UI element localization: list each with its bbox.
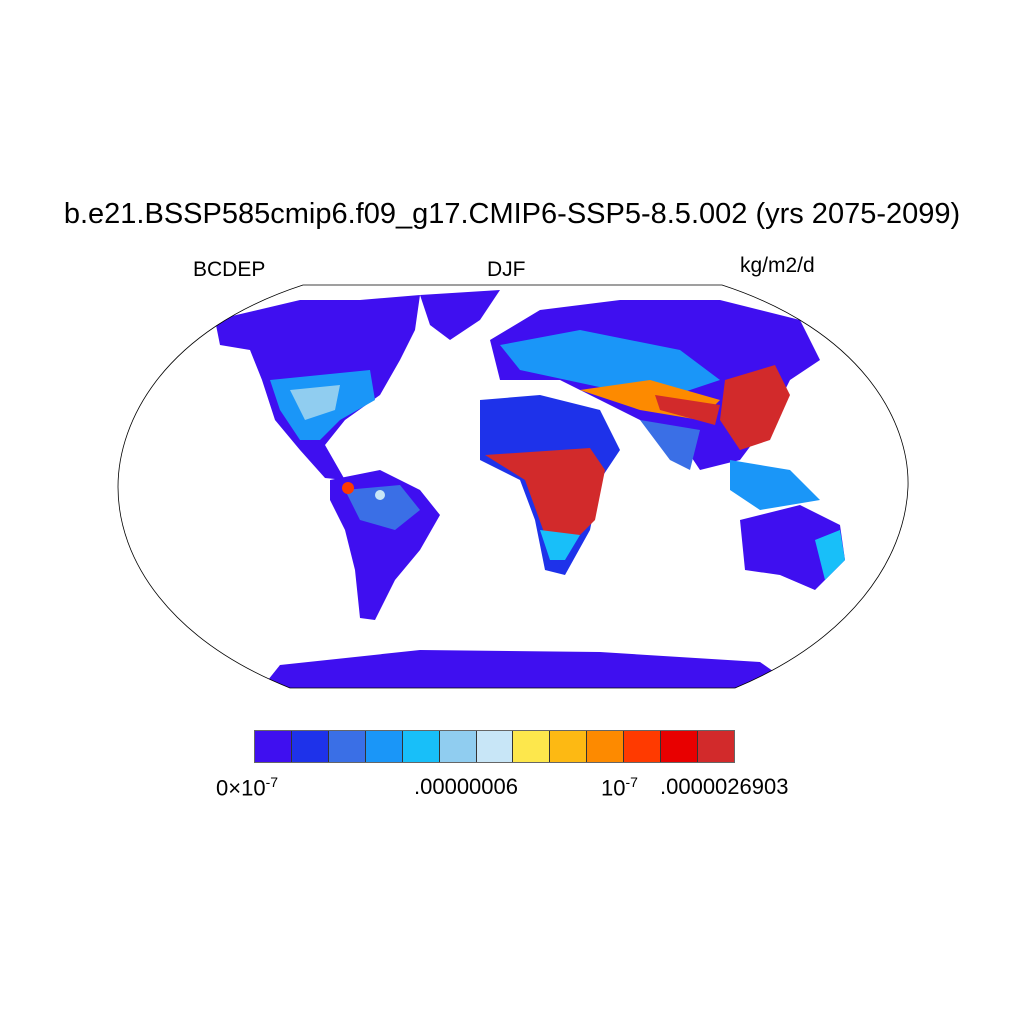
colorbar-label-third: 10-7 (601, 774, 638, 801)
greenland (420, 290, 500, 340)
antarctica (260, 650, 800, 688)
colorbar-swatch-0 (255, 731, 292, 762)
colorbar-swatch-9 (587, 731, 625, 762)
africa-high (485, 448, 605, 540)
units-label: kg/m2/d (740, 254, 815, 277)
variable-label: BCDEP (193, 258, 266, 281)
colorbar-swatch-7 (513, 731, 551, 762)
colorbar-swatch-3 (365, 731, 403, 762)
colorbar-swatch-11 (661, 731, 699, 762)
australia (740, 505, 845, 590)
colorbar-swatch-10 (624, 731, 662, 762)
colorbar-label-min: 0×10-7 (216, 774, 279, 801)
colorbar-swatch-1 (291, 731, 329, 762)
colorbar-swatch-12 (698, 731, 734, 762)
colorbar-swatch-6 (476, 731, 514, 762)
colorbar-swatch-4 (402, 731, 440, 762)
colorbar (254, 730, 735, 763)
map-boundary (117, 284, 909, 689)
colorbar-swatch-8 (550, 731, 588, 762)
colorbar-swatch-2 (328, 731, 366, 762)
colorbar-label-mid: .00000006 (414, 774, 518, 799)
plot-title: b.e21.BSSP585cmip6.f09_g17.CMIP6-SSP5-8.… (63, 198, 961, 230)
east-asia-high (720, 365, 790, 450)
colorbar-swatch-5 (439, 731, 477, 762)
colorbar-label-max: .0000026903 (660, 774, 789, 799)
season-label: DJF (487, 258, 526, 281)
